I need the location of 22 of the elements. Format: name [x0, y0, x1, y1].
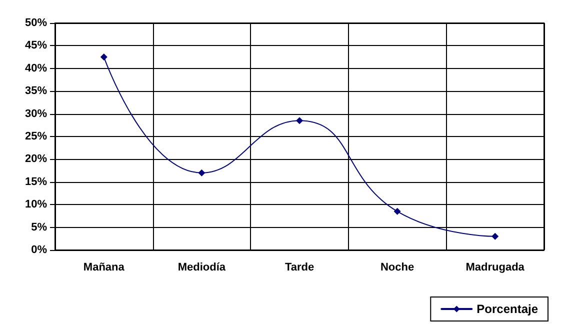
x-tick-label: Mediodía: [178, 262, 226, 274]
y-tick-label: 10%: [24, 198, 48, 211]
point: [198, 169, 206, 176]
x-tick-label: Madrugada: [466, 262, 526, 274]
y-tick-label: 25%: [24, 130, 48, 142]
point: [492, 232, 499, 240]
legend-label: Porcentaje: [476, 302, 538, 316]
y-tick-label: 0%: [31, 244, 48, 256]
y-tick-label: 5%: [31, 221, 48, 234]
y-tick-label: 40%: [24, 62, 48, 74]
y-tick-label: 45%: [24, 40, 48, 52]
y-tick-label: 30%: [24, 108, 48, 120]
y-tick-label: 15%: [24, 176, 48, 188]
point: [100, 54, 108, 61]
y-tick-label: 35%: [24, 85, 48, 98]
point: [394, 208, 401, 215]
y-tick-label: 50%: [24, 17, 48, 29]
point: [296, 117, 303, 124]
x-tick-label: Mañana: [83, 262, 126, 274]
y-tick-label: 20%: [24, 153, 48, 166]
x-tick-label: Tarde: [284, 262, 314, 274]
x-tick-label: Noche: [380, 262, 414, 274]
